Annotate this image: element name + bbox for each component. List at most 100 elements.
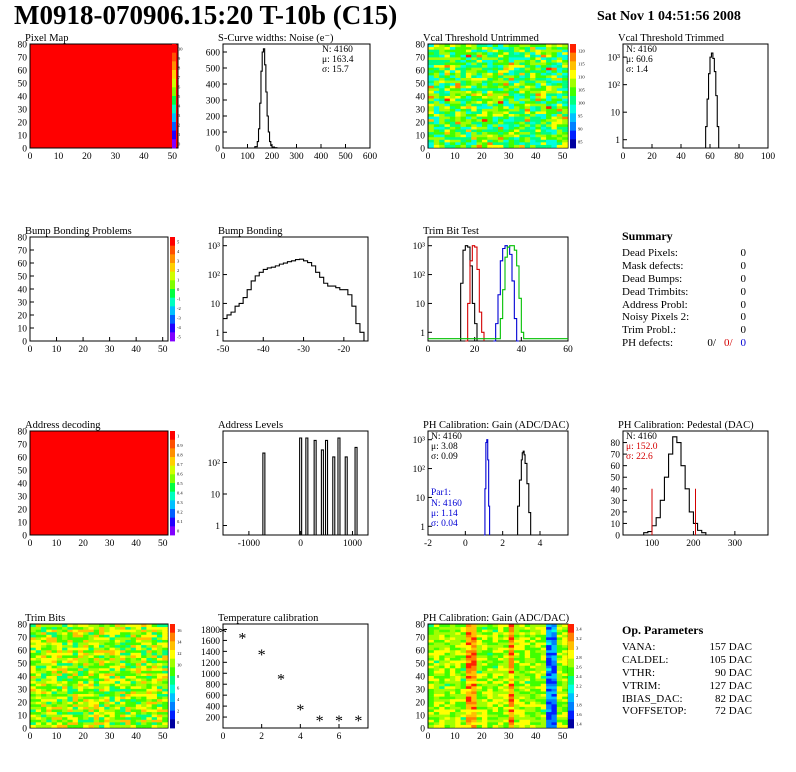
heatmap-cell [77, 660, 84, 664]
heatmap-cell [83, 686, 89, 690]
heatmap-cell [546, 121, 552, 125]
heatmap-cell [530, 83, 536, 86]
chart-title: Vcal Threshold Untrimmed [423, 33, 540, 44]
heatmap-cell [83, 712, 89, 715]
heatmap-cell [465, 634, 472, 638]
heatmap-cell [476, 85, 483, 89]
heatmap-cell [77, 678, 84, 682]
heatmap-cell [35, 701, 42, 705]
data-point: * [277, 672, 285, 689]
heatmap-cell [41, 694, 47, 697]
heatmap-cell [540, 88, 547, 92]
heatmap-cell [120, 629, 126, 633]
heatmap-cell [551, 139, 558, 143]
heatmap-cell [460, 65, 467, 68]
heatmap-cell [562, 642, 568, 646]
heatmap-cell [449, 724, 456, 728]
heatmap-cell [492, 77, 499, 81]
heatmap-cell [162, 639, 168, 643]
heatmap-cell [508, 54, 515, 58]
heatmap-cell [67, 650, 73, 654]
heatmap-cell [433, 637, 440, 641]
heatmap-cell [104, 652, 110, 656]
heatmap-cell [492, 93, 499, 97]
heatmap-cell [519, 96, 526, 99]
heatmap-cell [481, 59, 488, 63]
heatmap-cell [519, 83, 526, 86]
heatmap-cell [460, 67, 467, 71]
x-tick-label: -1000 [238, 539, 260, 549]
heatmap-cell [540, 699, 547, 703]
heatmap-cell [46, 624, 52, 628]
heatmap-cell [471, 699, 477, 703]
heatmap-cell [498, 134, 504, 138]
heatmap-cell [41, 709, 47, 713]
heatmap-cell [104, 627, 110, 630]
heatmap-cell [476, 712, 483, 715]
heatmap-cell [41, 673, 47, 677]
heatmap-cell [514, 88, 520, 92]
heatmap-cell [556, 714, 563, 718]
heatmap-cell [535, 54, 542, 58]
heatmap-cell [498, 681, 504, 685]
heatmap-cell [514, 688, 520, 692]
heatmap-cell [540, 47, 547, 50]
heatmap-cell [146, 722, 152, 726]
palette-label: 10 [177, 662, 182, 667]
heatmap-cell [519, 114, 526, 117]
heatmap-cell [428, 144, 435, 148]
summary-label: Dead Trimbits: [622, 285, 689, 298]
heatmap-cell [492, 132, 499, 135]
heatmap-cell [481, 717, 488, 721]
heatmap-cell [514, 706, 520, 710]
heatmap-cell [120, 724, 126, 728]
heatmap-cell [514, 724, 520, 728]
heatmap-cell [130, 688, 137, 692]
heatmap-cell [503, 673, 509, 677]
heatmap-cell [104, 714, 110, 718]
heatmap-cell [444, 83, 451, 86]
heatmap-cell [546, 111, 552, 115]
heatmap-cell [514, 129, 520, 133]
palette-label: 0 [177, 287, 180, 292]
heatmap-cell [530, 49, 536, 53]
heatmap-cell [120, 657, 126, 661]
heatmap-cell [449, 714, 456, 718]
heatmap-cell [481, 47, 488, 50]
heatmap-cell [492, 686, 499, 690]
heatmap-cell [156, 670, 163, 674]
heatmap-cell [444, 676, 451, 679]
x-tick-label: 0 [221, 732, 226, 742]
heatmap-cell [51, 657, 58, 661]
heatmap-cell [104, 650, 110, 654]
heatmap-cells [30, 624, 168, 728]
plot-frame [427, 430, 569, 536]
heatmap-cell [487, 719, 493, 723]
heatmap-cell [530, 645, 536, 648]
heatmap-cell [540, 101, 547, 105]
heatmap-cell [514, 75, 520, 79]
heatmap-cell [88, 624, 95, 628]
heatmap-cell [51, 668, 58, 672]
heatmap-cell [519, 44, 526, 48]
heatmap-cell [551, 629, 558, 633]
heatmap-cell [433, 722, 440, 726]
palette-swatch [570, 61, 576, 71]
heatmap-cell [481, 96, 488, 99]
palette-label: 2.8 [576, 655, 582, 660]
heatmap-cell [540, 652, 547, 656]
heatmap-cell [460, 712, 467, 715]
heatmap-cell [492, 67, 499, 71]
heatmap-cell [156, 652, 163, 656]
y-tick-label: 100 [206, 129, 221, 139]
heatmap-cell [546, 108, 552, 112]
heatmap-cell [540, 696, 547, 700]
heatmap-cell [449, 647, 456, 651]
heatmap-cell [114, 694, 121, 697]
heatmap-cell [535, 712, 542, 715]
heatmap-cell [514, 676, 520, 679]
heatmap-cell [530, 88, 536, 92]
heatmap-cell [88, 650, 95, 654]
heatmap-cell [99, 660, 105, 664]
